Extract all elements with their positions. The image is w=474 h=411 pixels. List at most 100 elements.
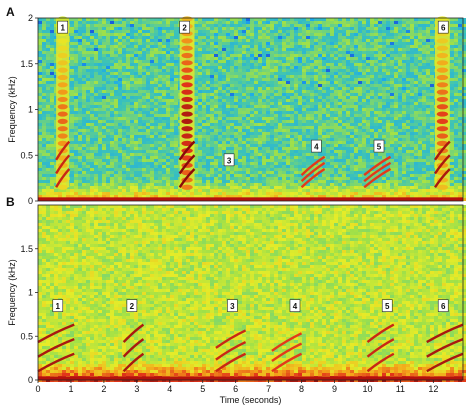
x-tick-label: 0 bbox=[35, 384, 40, 394]
call-harmonic bbox=[437, 111, 448, 116]
call-number-label: 2 bbox=[127, 300, 137, 312]
call-harmonic bbox=[181, 97, 192, 102]
call-number-text: 4 bbox=[314, 143, 319, 152]
call-harmonic bbox=[58, 185, 68, 190]
call-number-text: 1 bbox=[60, 24, 65, 33]
y-axis-label: Frequency (kHz) bbox=[7, 259, 17, 326]
call-harmonic bbox=[58, 104, 68, 109]
call-harmonic bbox=[437, 75, 448, 80]
call-number-label: 4 bbox=[311, 140, 321, 152]
baseline-band bbox=[38, 377, 463, 381]
call-harmonic bbox=[181, 133, 192, 138]
x-tick-label: 5 bbox=[200, 384, 205, 394]
spectrogram-texture bbox=[38, 18, 466, 201]
call-harmonic bbox=[181, 75, 192, 80]
call-harmonic bbox=[181, 60, 192, 65]
panel-label: A bbox=[6, 5, 15, 19]
call-harmonic bbox=[58, 60, 68, 65]
call-harmonic bbox=[181, 16, 192, 21]
call-harmonic bbox=[58, 126, 68, 131]
call-number-label: 5 bbox=[382, 300, 392, 312]
call-number-text: 4 bbox=[293, 302, 298, 311]
call-harmonic bbox=[437, 185, 448, 190]
call-harmonic bbox=[437, 16, 448, 21]
call-harmonic bbox=[437, 60, 448, 65]
x-tick-label: 2 bbox=[101, 384, 106, 394]
call-number-text: 1 bbox=[56, 302, 61, 311]
x-tick-label: 4 bbox=[167, 384, 172, 394]
x-tick-label: 11 bbox=[396, 384, 405, 394]
call-number-text: 2 bbox=[130, 302, 135, 311]
y-tick-label: 0.5 bbox=[20, 331, 33, 341]
y-tick-label: 1 bbox=[28, 288, 33, 298]
call-number-label: 6 bbox=[438, 300, 448, 312]
x-tick-label: 6 bbox=[233, 384, 238, 394]
x-tick-label: 3 bbox=[134, 384, 139, 394]
call-number-label: 1 bbox=[58, 21, 68, 33]
call-harmonic bbox=[58, 97, 68, 102]
call-number-text: 5 bbox=[377, 143, 382, 152]
call-harmonic bbox=[181, 111, 192, 116]
call-number-text: 3 bbox=[227, 156, 232, 165]
call-number-label: 6 bbox=[438, 21, 448, 33]
call-harmonic bbox=[181, 53, 192, 58]
call-harmonic bbox=[181, 126, 192, 131]
x-tick-label: 10 bbox=[362, 384, 372, 394]
call-harmonic bbox=[58, 68, 68, 73]
y-tick-label: 1.5 bbox=[20, 59, 33, 69]
call-number-label: 1 bbox=[53, 300, 63, 312]
call-harmonic bbox=[58, 53, 68, 58]
call-harmonic bbox=[58, 75, 68, 80]
y-tick-label: 2 bbox=[28, 13, 33, 23]
call-mark bbox=[180, 16, 195, 190]
call-harmonic bbox=[181, 104, 192, 109]
call-number-text: 6 bbox=[441, 302, 446, 311]
panel-label: B bbox=[6, 195, 15, 209]
call-harmonic bbox=[437, 126, 448, 131]
call-harmonic bbox=[437, 82, 448, 87]
x-tick-label: 12 bbox=[428, 384, 438, 394]
y-tick-label: 1.5 bbox=[20, 244, 33, 254]
x-axis-label: Time (seconds) bbox=[220, 395, 282, 405]
call-harmonic bbox=[58, 82, 68, 87]
call-number-label: 3 bbox=[224, 154, 234, 166]
call-harmonic bbox=[181, 119, 192, 124]
x-tick-label: 1 bbox=[68, 384, 73, 394]
call-harmonic bbox=[437, 68, 448, 73]
call-number-label: 3 bbox=[227, 300, 237, 312]
call-mark bbox=[56, 16, 69, 190]
call-harmonic bbox=[58, 16, 68, 21]
x-tick-label: 7 bbox=[266, 384, 271, 394]
call-harmonic bbox=[58, 133, 68, 138]
call-harmonic bbox=[181, 185, 192, 190]
call-harmonic bbox=[181, 46, 192, 51]
call-harmonic bbox=[437, 119, 448, 124]
call-harmonic bbox=[181, 82, 192, 87]
x-tick-label: 9 bbox=[332, 384, 337, 394]
call-number-label: 4 bbox=[290, 300, 300, 312]
call-harmonic bbox=[58, 90, 68, 95]
call-harmonic bbox=[437, 97, 448, 102]
call-number-text: 6 bbox=[441, 24, 446, 33]
call-harmonic bbox=[181, 68, 192, 73]
call-harmonic bbox=[58, 38, 68, 43]
call-number-text: 3 bbox=[230, 302, 235, 311]
spectrogram-texture bbox=[38, 205, 466, 382]
y-tick-label: 0 bbox=[28, 196, 33, 206]
y-axis-label: Frequency (kHz) bbox=[7, 76, 17, 143]
baseline-band bbox=[38, 197, 463, 201]
call-number-label: 5 bbox=[374, 140, 384, 152]
y-tick-label: 0 bbox=[28, 375, 33, 385]
y-tick-label: 0.5 bbox=[20, 150, 33, 160]
call-harmonic bbox=[437, 133, 448, 138]
call-harmonic bbox=[58, 111, 68, 116]
x-tick-label: 8 bbox=[299, 384, 304, 394]
call-harmonic bbox=[437, 90, 448, 95]
call-number-label: 2 bbox=[180, 21, 190, 33]
call-harmonic bbox=[437, 38, 448, 43]
call-number-text: 5 bbox=[385, 302, 390, 311]
